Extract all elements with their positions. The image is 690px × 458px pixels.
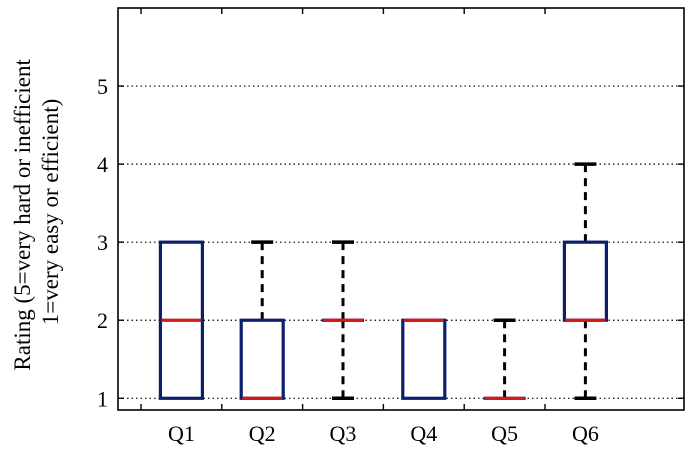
x-tick-label-Q2: Q2 — [249, 421, 276, 446]
y-tick-label-2: 2 — [97, 308, 108, 333]
box-Q3 — [322, 240, 364, 401]
box-Q2 — [239, 240, 285, 400]
x-tick-label-Q5: Q5 — [491, 421, 518, 446]
axis-ticks: 1 2 3 4 5 Q1 Q2 Q3 Q4 Q5 Q6 — [97, 8, 684, 446]
x-tick-label-Q3: Q3 — [330, 421, 357, 446]
box-Q5 — [483, 318, 526, 400]
y-axis-title-line1: Rating (5=very hard or inefficient — [10, 59, 35, 371]
iqr-box-Q6 — [562, 240, 609, 322]
plot-area-frame — [117, 7, 685, 411]
x-tick-label-Q6: Q6 — [572, 421, 599, 446]
x-tick-label-Q1: Q1 — [168, 421, 195, 446]
box-Q6 — [562, 162, 609, 401]
box-Q4 — [401, 318, 447, 400]
y-axis-title: Rating (5=very hard or inefficient 1=ver… — [10, 53, 63, 370]
y-tick-label-4: 4 — [97, 152, 108, 177]
iqr-box-Q1 — [158, 240, 204, 400]
box-Q1 — [158, 240, 204, 400]
y-axis-title-line2: 1=very easy or efficient) — [38, 99, 63, 325]
iqr-box-Q4 — [401, 318, 447, 400]
y-tick-label-3: 3 — [97, 230, 108, 255]
x-tick-label-Q4: Q4 — [410, 421, 437, 446]
y-tick-label-5: 5 — [97, 74, 108, 99]
boxes — [158, 162, 609, 401]
iqr-box-Q2 — [239, 318, 285, 400]
y-tick-label-1: 1 — [97, 386, 108, 411]
